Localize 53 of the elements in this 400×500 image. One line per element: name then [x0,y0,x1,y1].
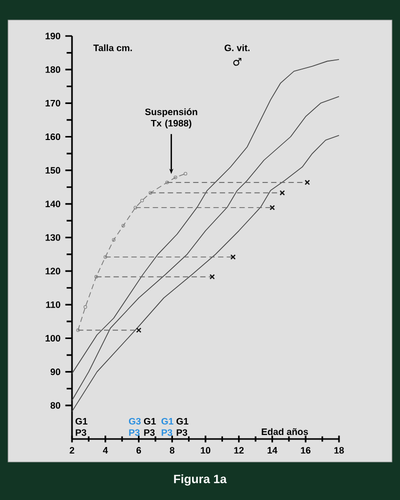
point [104,255,108,259]
point [134,206,138,210]
point [121,224,125,228]
line-series [72,59,340,374]
point [165,180,169,184]
x-tick-label: 18 [334,447,344,454]
point [270,204,275,210]
point [112,238,116,242]
y-tick-label: 130 [46,234,60,241]
annotation: ♂ [233,58,242,66]
point [76,328,80,332]
y-tick-label: 120 [46,268,60,274]
point [210,274,215,280]
y-tick-label: 170 [46,100,60,106]
y-tick-label: 90 [50,368,60,376]
annotation: G. vit. [224,44,250,52]
y-tick-label: 160 [46,133,60,140]
y-tick-label: 110 [46,301,60,308]
annotation: Suspensión Tx (1988) [145,108,198,128]
annotation: G1 P3 [76,418,88,436]
y-tick-label: 150 [46,167,60,174]
y-tick-label: 180 [46,66,60,73]
point [280,190,285,196]
x-tick-label: 2 [70,447,74,454]
annotation: G1 P3 [176,418,188,436]
point [230,254,236,260]
point [136,328,142,333]
line-series [72,135,340,412]
annotation: G1 P3 [161,418,174,436]
y-tick-label: 140 [46,200,60,208]
point [84,305,88,309]
point [140,198,144,202]
point [148,191,152,195]
x-tick-label: 12 [234,447,244,454]
x-tick-label: 4 [102,447,108,454]
line-series [72,96,340,401]
x-tick-label: 8 [170,447,174,454]
x-tick-label: 14 [268,447,278,454]
annotation: G1 P3 [144,418,156,436]
point [94,275,98,279]
x-tick-label: 6 [136,447,142,454]
point [184,172,188,176]
y-axis-title: Talla cm. [93,44,132,52]
x-axis-title: Edad años [262,428,308,436]
x-tick-label: 16 [301,447,310,454]
point [304,180,310,186]
x-tick-label: 10 [200,447,210,454]
y-tick-label: 100 [46,334,60,342]
y-tick-label: 190 [46,32,60,40]
annotation: G3 P3 [128,418,141,436]
y-tick-label: 80 [50,402,60,409]
text: Figura 1a [174,474,227,486]
point [174,176,178,180]
